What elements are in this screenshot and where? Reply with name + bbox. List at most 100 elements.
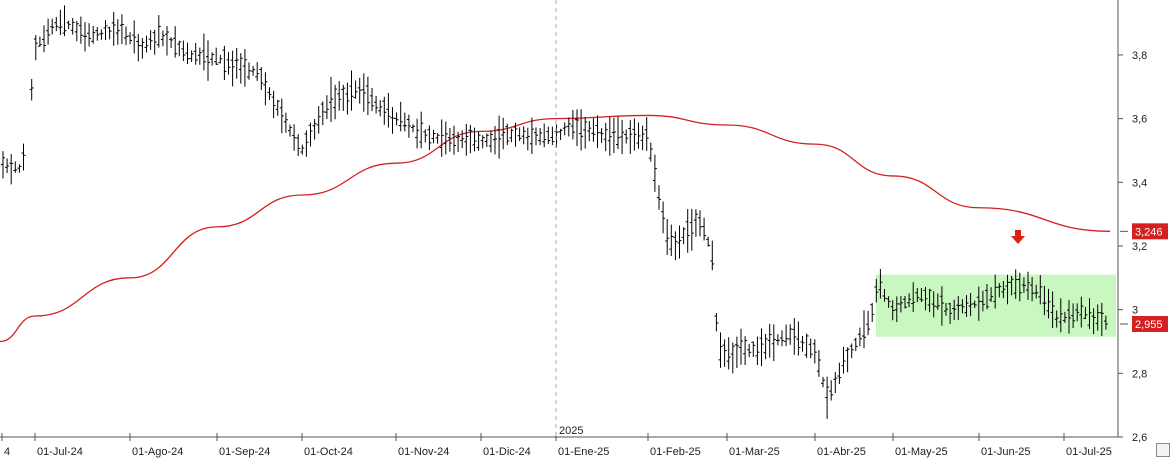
price-bar [119, 14, 124, 45]
price-bar [673, 231, 678, 261]
price-bar [456, 131, 461, 152]
price-bar [1087, 298, 1092, 329]
price-bar [316, 105, 321, 134]
price-bar [238, 53, 243, 84]
price-bar [935, 293, 940, 310]
price-bar [894, 296, 899, 323]
price-bar [210, 52, 215, 66]
price-bar [251, 66, 256, 76]
scroll-right-button[interactable] [1156, 443, 1170, 457]
y-tick-label: 2,6 [1132, 432, 1147, 444]
price-bar [685, 209, 690, 253]
price-bar [62, 5, 67, 37]
price-bar [427, 125, 432, 151]
price-bar [5, 158, 10, 173]
price-bar [206, 40, 210, 81]
price-bar [780, 330, 784, 347]
price-bar [173, 26, 178, 58]
price-bar [595, 115, 600, 149]
price-bar [1001, 280, 1006, 299]
price-bar [939, 286, 944, 326]
price-bar [283, 112, 288, 133]
price-bar [1, 151, 5, 179]
price-bar [398, 101, 403, 132]
price-bar [841, 346, 846, 374]
price-bar [771, 324, 776, 362]
price-bar [484, 133, 489, 148]
price-bar [550, 126, 555, 145]
price-bar [952, 299, 957, 321]
price-bar [1046, 288, 1051, 319]
price-bar [919, 287, 924, 303]
price-bar [693, 209, 698, 237]
price-bar [74, 20, 79, 42]
price-bar [447, 128, 452, 152]
price-bar [870, 303, 875, 323]
price-bar [386, 93, 391, 128]
price-bar [370, 87, 374, 112]
price-bar [599, 128, 604, 143]
price-bar [948, 302, 953, 324]
price-bar [1071, 303, 1076, 329]
price-bar [698, 210, 702, 237]
price-bar [189, 50, 194, 62]
price-bar [706, 236, 711, 247]
price-bar [304, 130, 309, 157]
price-bar [58, 9, 63, 36]
price-bar [13, 161, 18, 173]
x-tick-label: 01-Ene-25 [558, 446, 609, 458]
price-bar [468, 124, 473, 154]
price-bar [181, 40, 186, 62]
price-bar [124, 26, 128, 46]
price-bar [636, 122, 641, 149]
price-bar [308, 122, 313, 147]
price-bar [296, 134, 301, 156]
price-bar [788, 324, 793, 345]
price-bar [378, 100, 383, 117]
price-bar [185, 42, 190, 65]
price-bar [1058, 298, 1063, 333]
price-bar [767, 323, 772, 358]
price-bar [1013, 269, 1018, 299]
price-bar [324, 95, 329, 120]
price-bar [611, 117, 616, 153]
x-tick-label: 01-Nov-24 [398, 446, 449, 458]
price-bar [669, 224, 674, 257]
price-bar [267, 87, 272, 101]
price-bar [857, 327, 862, 347]
price-bar [837, 362, 842, 384]
price-bar [230, 50, 235, 87]
price-bar [1034, 284, 1039, 299]
price-bar [1042, 285, 1047, 316]
price-bar [177, 40, 182, 57]
price-bar [87, 23, 92, 47]
price-bar [570, 109, 575, 140]
price-bar [193, 42, 198, 65]
price-bar [558, 128, 563, 140]
price-bar [825, 376, 830, 419]
price-bar [242, 49, 247, 87]
price-bar [812, 339, 817, 364]
price-bar [222, 45, 227, 81]
price-bar [17, 164, 22, 173]
price-bar [866, 310, 871, 336]
price-bar [9, 154, 14, 185]
price-bar [927, 288, 932, 313]
price-bar [648, 142, 653, 162]
price-bar [160, 30, 165, 47]
price-bar [722, 339, 727, 367]
price-bar [878, 268, 883, 299]
price-bar [546, 126, 551, 145]
price-bar [689, 208, 694, 251]
price-bar [226, 52, 231, 75]
price-bar [50, 18, 55, 35]
price-bar [312, 119, 317, 140]
price-bar [505, 123, 510, 145]
price-bar [337, 81, 342, 111]
price-bar [755, 336, 760, 366]
price-bar [33, 35, 38, 61]
price-bar [603, 122, 608, 152]
x-tick-label: 01-Feb-25 [650, 446, 701, 458]
price-bar [365, 76, 370, 116]
